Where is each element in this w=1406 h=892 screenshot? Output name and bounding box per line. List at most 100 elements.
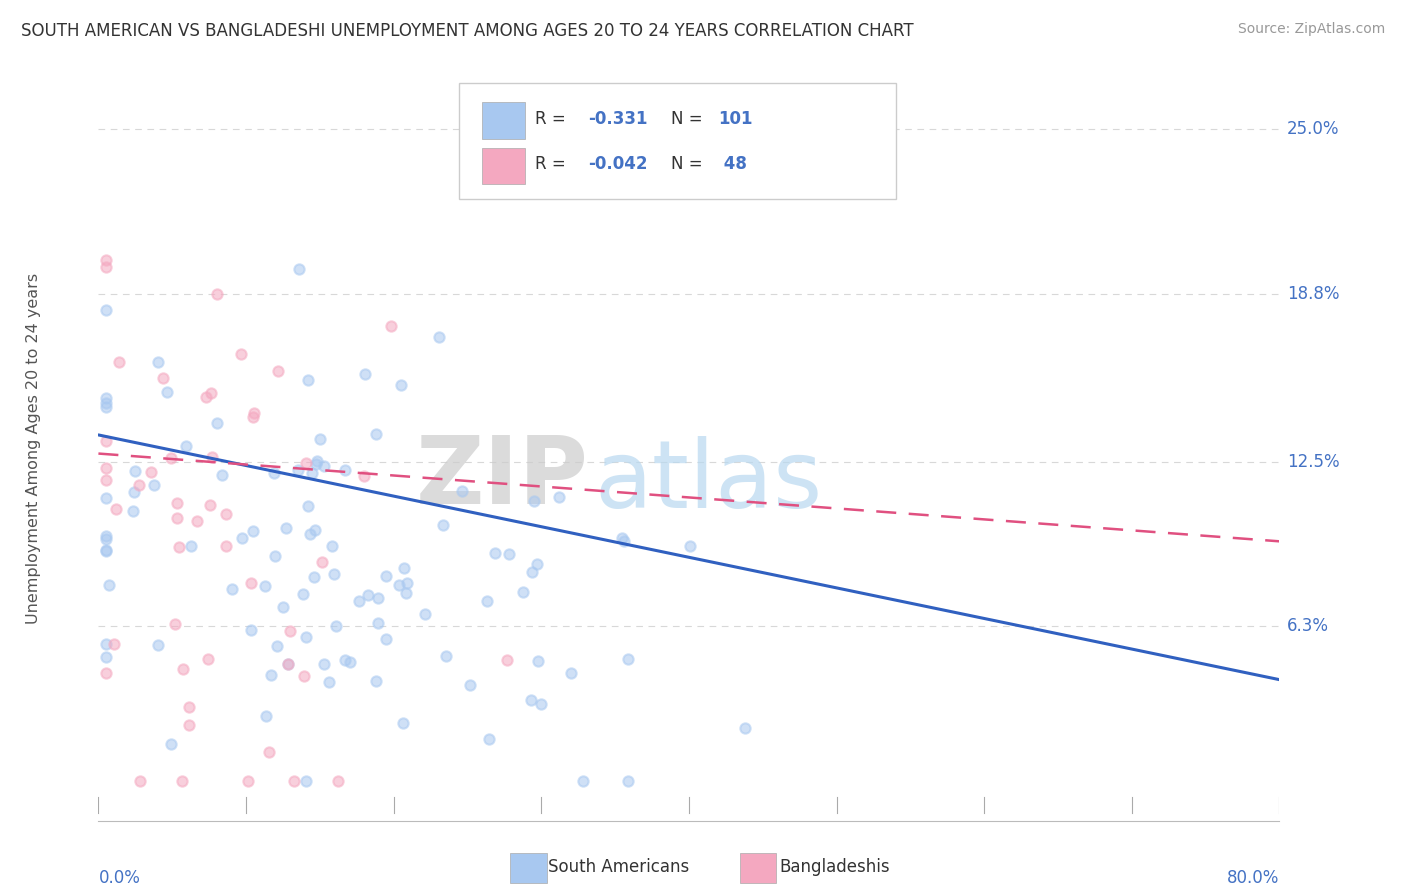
- Point: [305, 457, 328, 471]
- Point: [353, 367, 375, 381]
- Point: [520, 693, 543, 707]
- Point: [128, 773, 150, 788]
- Point: [297, 499, 319, 513]
- Point: [434, 648, 457, 663]
- Text: 101: 101: [718, 110, 754, 128]
- Point: [94, 528, 117, 542]
- Point: [512, 585, 534, 599]
- Point: [311, 555, 333, 569]
- Point: [124, 485, 146, 500]
- Point: [617, 773, 640, 788]
- Point: [128, 477, 150, 491]
- Point: [427, 330, 450, 344]
- Text: 25.0%: 25.0%: [1286, 120, 1340, 138]
- Point: [333, 653, 356, 667]
- Point: [367, 615, 389, 630]
- Point: [307, 454, 329, 468]
- Point: [263, 466, 285, 480]
- Point: [572, 773, 595, 788]
- Point: [94, 434, 117, 449]
- Point: [278, 624, 301, 638]
- Point: [617, 652, 640, 666]
- Point: [325, 619, 347, 633]
- Point: [197, 652, 219, 666]
- Point: [392, 715, 415, 730]
- Point: [214, 508, 236, 522]
- Point: [166, 511, 188, 525]
- Point: [276, 521, 298, 535]
- Point: [277, 657, 299, 672]
- FancyBboxPatch shape: [458, 83, 896, 199]
- Point: [388, 577, 411, 591]
- Point: [292, 669, 315, 683]
- Point: [734, 721, 756, 735]
- Text: SOUTH AMERICAN VS BANGLADESHI UNEMPLOYMENT AMONG AGES 20 TO 24 YEARS CORRELATION: SOUTH AMERICAN VS BANGLADESHI UNEMPLOYME…: [21, 22, 914, 40]
- Text: Bangladeshis: Bangladeshis: [779, 858, 890, 876]
- Point: [238, 773, 260, 788]
- Point: [152, 371, 174, 385]
- Point: [221, 582, 243, 596]
- Point: [264, 549, 287, 563]
- Point: [98, 577, 121, 591]
- Text: ZIP: ZIP: [416, 432, 589, 524]
- Point: [283, 773, 305, 788]
- Point: [165, 616, 187, 631]
- Point: [353, 469, 375, 483]
- Point: [124, 464, 146, 478]
- Point: [94, 260, 117, 274]
- Point: [321, 539, 343, 553]
- Text: 80.0%: 80.0%: [1227, 869, 1279, 887]
- Point: [357, 588, 380, 602]
- Point: [94, 303, 117, 318]
- Point: [287, 463, 309, 477]
- Point: [610, 531, 633, 545]
- Text: R =: R =: [536, 110, 571, 128]
- Point: [277, 657, 299, 671]
- Point: [298, 527, 321, 541]
- Text: N =: N =: [671, 155, 709, 173]
- Point: [273, 599, 295, 614]
- Point: [207, 286, 229, 301]
- Point: [205, 416, 228, 430]
- Point: [94, 491, 117, 505]
- Point: [174, 439, 197, 453]
- Point: [211, 468, 233, 483]
- Point: [380, 319, 402, 334]
- Point: [295, 456, 318, 470]
- Point: [201, 450, 224, 465]
- Point: [94, 533, 117, 547]
- Text: 0.0%: 0.0%: [98, 869, 141, 887]
- Point: [364, 427, 387, 442]
- Point: [560, 665, 582, 680]
- Point: [143, 478, 166, 492]
- Point: [374, 632, 396, 646]
- Point: [389, 378, 412, 392]
- Text: atlas: atlas: [595, 436, 823, 528]
- Text: R =: R =: [536, 155, 571, 173]
- Point: [94, 637, 117, 651]
- Point: [326, 773, 349, 788]
- Point: [484, 546, 506, 560]
- Point: [520, 565, 543, 579]
- Point: [364, 673, 387, 688]
- Point: [301, 466, 323, 480]
- Point: [146, 355, 169, 369]
- Point: [526, 557, 548, 571]
- Point: [172, 662, 194, 676]
- Point: [323, 567, 346, 582]
- Point: [121, 503, 143, 517]
- Point: [495, 653, 517, 667]
- Text: Unemployment Among Ages 20 to 24 years: Unemployment Among Ages 20 to 24 years: [25, 273, 41, 624]
- Text: 18.8%: 18.8%: [1286, 285, 1340, 303]
- Point: [141, 465, 163, 479]
- Point: [179, 699, 201, 714]
- Point: [339, 656, 361, 670]
- Point: [166, 496, 188, 510]
- Point: [304, 524, 326, 538]
- Point: [451, 483, 474, 498]
- Point: [432, 517, 454, 532]
- Point: [458, 678, 481, 692]
- Point: [318, 675, 340, 690]
- Point: [302, 570, 325, 584]
- Point: [186, 515, 208, 529]
